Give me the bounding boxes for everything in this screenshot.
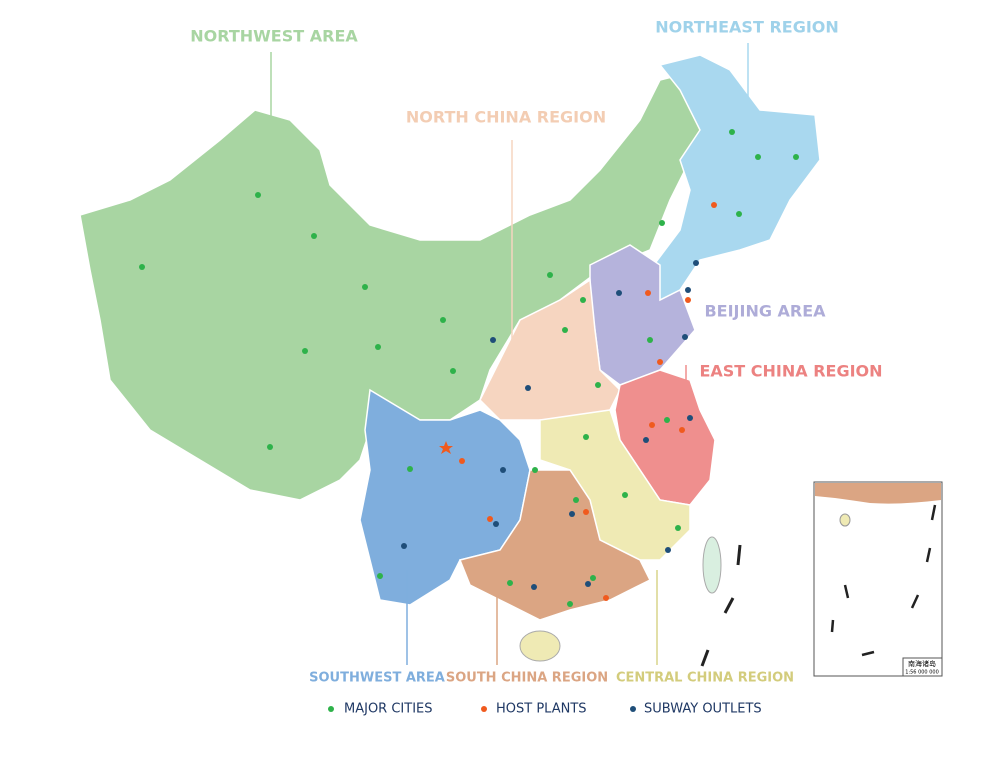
region-label: NORTH CHINA REGION xyxy=(406,108,606,127)
outlet xyxy=(682,334,688,340)
inset-land xyxy=(815,483,941,504)
outlet xyxy=(643,437,649,443)
plant xyxy=(679,427,685,433)
city xyxy=(362,284,368,290)
city xyxy=(440,317,446,323)
city xyxy=(567,601,573,607)
city xyxy=(659,220,665,226)
inset-caption-box xyxy=(902,657,943,677)
city xyxy=(255,192,261,198)
plant xyxy=(657,359,663,365)
outlet xyxy=(525,385,531,391)
city xyxy=(622,492,628,498)
city xyxy=(793,154,799,160)
outlet xyxy=(493,521,499,527)
city xyxy=(311,233,317,239)
region-label: NORTHEAST REGION xyxy=(655,18,839,37)
outlet xyxy=(569,511,575,517)
city xyxy=(729,129,735,135)
outlet xyxy=(585,581,591,587)
inset-dash xyxy=(930,504,937,521)
inset-scale: 1:56 000 000 xyxy=(905,670,939,676)
legend-swatch xyxy=(481,706,487,712)
region-label: EAST CHINA REGION xyxy=(699,362,882,381)
northeast-region xyxy=(649,54,821,302)
headquarters xyxy=(439,441,453,454)
islands-dashes xyxy=(700,544,742,667)
inset-dash xyxy=(830,619,835,633)
hainan xyxy=(519,630,561,662)
inset-dash xyxy=(925,547,932,563)
outlet xyxy=(665,547,671,553)
outlet xyxy=(490,337,496,343)
city xyxy=(583,434,589,440)
city xyxy=(647,337,653,343)
outlet xyxy=(687,415,693,421)
plant xyxy=(645,290,651,296)
legend-swatch xyxy=(328,706,334,712)
outlet xyxy=(401,543,407,549)
inset-dash xyxy=(910,594,920,609)
leader-lines xyxy=(270,43,749,665)
city xyxy=(755,154,761,160)
city xyxy=(139,264,145,270)
inset-title: 南海诸岛 xyxy=(908,659,936,668)
city xyxy=(547,272,553,278)
dots xyxy=(139,129,799,607)
city xyxy=(664,417,670,423)
region-label: SOUTH CHINA REGION xyxy=(446,671,608,686)
plant xyxy=(487,516,493,522)
city xyxy=(532,467,538,473)
outlet xyxy=(531,584,537,590)
boundary-dash xyxy=(736,544,742,566)
plant xyxy=(649,422,655,428)
city xyxy=(407,466,413,472)
plant xyxy=(603,595,609,601)
city xyxy=(302,348,308,354)
taiwan xyxy=(702,536,722,594)
region-label: CENTRAL CHINA REGION xyxy=(616,671,794,686)
outlet xyxy=(685,287,691,293)
outlet xyxy=(500,467,506,473)
plant xyxy=(459,458,465,464)
legend: MAJOR CITIES HOST PLANTS SUBWAY OUTLETS xyxy=(328,702,762,717)
boundary-dash xyxy=(723,597,735,614)
plant xyxy=(583,509,589,515)
city xyxy=(377,573,383,579)
city xyxy=(580,297,586,303)
legend-label: MAJOR CITIES xyxy=(344,702,433,717)
inset-dash xyxy=(861,650,875,657)
region-label: BEIJING AREA xyxy=(704,302,826,321)
city xyxy=(595,382,601,388)
inset-dash xyxy=(843,584,850,599)
city xyxy=(736,211,742,217)
city xyxy=(507,580,513,586)
plant xyxy=(685,297,691,303)
plant xyxy=(711,202,717,208)
region-label: SOUTHWEST AREA xyxy=(309,671,445,686)
city xyxy=(573,497,579,503)
city xyxy=(675,525,681,531)
city xyxy=(562,327,568,333)
outlet xyxy=(693,260,699,266)
inset: 南海诸岛 1:56 000 000 xyxy=(813,481,943,677)
city xyxy=(450,368,456,374)
city xyxy=(375,344,381,350)
regions xyxy=(79,54,821,662)
legend-swatch xyxy=(630,706,636,712)
east-china-region xyxy=(614,369,716,506)
inset-frame xyxy=(813,481,943,677)
legend-label: SUBWAY OUTLETS xyxy=(644,702,762,717)
region-label: NORTHWEST AREA xyxy=(190,27,358,46)
inset-hainan xyxy=(839,513,851,527)
outlet xyxy=(616,290,622,296)
boundary-dash xyxy=(700,649,710,667)
legend-label: HOST PLANTS xyxy=(496,702,587,717)
city xyxy=(267,444,273,450)
city xyxy=(590,575,596,581)
region-labels: NORTHWEST AREA NORTHEAST REGION NORTH CH… xyxy=(190,18,882,686)
